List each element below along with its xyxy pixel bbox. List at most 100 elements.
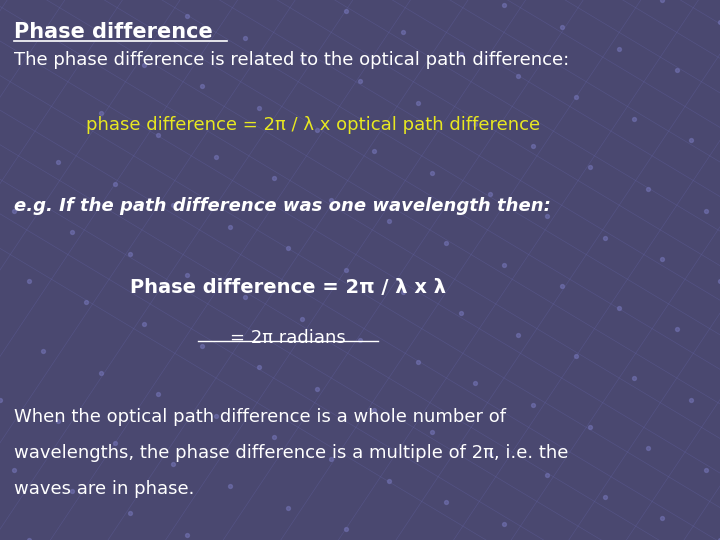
Point <box>700 465 711 474</box>
Point <box>599 233 611 242</box>
Point <box>253 104 265 112</box>
Point <box>297 314 308 323</box>
Point <box>642 444 654 453</box>
Point <box>671 325 683 334</box>
Text: waves are in phase.: waves are in phase. <box>14 480 195 497</box>
Point <box>340 6 351 15</box>
Point <box>325 195 337 204</box>
Point <box>282 244 294 253</box>
Point <box>210 411 222 420</box>
Point <box>613 44 625 53</box>
Point <box>81 298 92 307</box>
Point <box>311 125 323 134</box>
Point <box>714 536 720 540</box>
Point <box>52 417 63 426</box>
Point <box>426 428 438 436</box>
Point <box>66 228 78 237</box>
Text: phase difference = 2π / λ x optical path difference: phase difference = 2π / λ x optical path… <box>86 116 541 134</box>
Text: wavelengths, the phase difference is a multiple of 2π, i.e. the: wavelengths, the phase difference is a m… <box>14 444 569 462</box>
Point <box>282 503 294 512</box>
Point <box>225 482 236 490</box>
Point <box>66 487 78 496</box>
Point <box>0 395 6 404</box>
Point <box>9 206 20 215</box>
Point <box>181 271 193 280</box>
Point <box>441 239 452 247</box>
Point <box>124 249 135 258</box>
Point <box>369 147 380 156</box>
Point <box>628 374 639 382</box>
Point <box>9 465 20 474</box>
Point <box>196 341 207 350</box>
Point <box>124 509 135 517</box>
Point <box>498 519 510 528</box>
Point <box>585 422 596 431</box>
Point <box>239 293 251 301</box>
Point <box>441 498 452 507</box>
Point <box>613 303 625 312</box>
Point <box>268 174 279 183</box>
Point <box>153 131 164 139</box>
Point <box>570 352 582 361</box>
Point <box>455 50 467 58</box>
Point <box>570 93 582 102</box>
Point <box>383 217 395 226</box>
Point <box>95 368 107 377</box>
Text: When the optical path difference is a whole number of: When the optical path difference is a wh… <box>14 408 506 426</box>
Point <box>297 55 308 64</box>
Point <box>181 12 193 21</box>
Point <box>657 514 668 523</box>
Point <box>383 476 395 485</box>
Point <box>138 320 150 328</box>
Point <box>685 395 697 404</box>
Point <box>469 379 481 388</box>
Point <box>52 158 63 166</box>
Point <box>541 471 553 480</box>
Point <box>498 260 510 269</box>
Point <box>585 163 596 172</box>
Point <box>167 201 179 210</box>
Point <box>455 309 467 318</box>
Text: Phase difference: Phase difference <box>14 22 213 42</box>
Text: = 2π radians: = 2π radians <box>230 329 346 347</box>
Point <box>469 120 481 129</box>
Point <box>556 282 567 291</box>
Point <box>239 33 251 42</box>
Point <box>657 255 668 264</box>
Point <box>657 0 668 4</box>
Point <box>397 287 409 296</box>
Point <box>685 136 697 145</box>
Point <box>541 212 553 220</box>
Point <box>513 330 524 339</box>
Point <box>599 492 611 501</box>
Point <box>268 433 279 442</box>
Text: The phase difference is related to the optical path difference:: The phase difference is related to the o… <box>14 51 570 69</box>
Point <box>513 71 524 80</box>
Point <box>700 206 711 215</box>
Point <box>714 17 720 26</box>
Point <box>628 114 639 123</box>
Point <box>153 390 164 399</box>
Point <box>325 455 337 463</box>
Text: e.g. If the path difference was one wavelength then:: e.g. If the path difference was one wave… <box>14 197 552 215</box>
Point <box>225 222 236 231</box>
Point <box>311 384 323 393</box>
Point <box>23 276 35 285</box>
Point <box>484 190 495 199</box>
Point <box>527 401 539 409</box>
Point <box>556 23 567 31</box>
Point <box>369 406 380 415</box>
Point <box>23 536 35 540</box>
Point <box>340 266 351 274</box>
Point <box>397 28 409 37</box>
Point <box>196 82 207 91</box>
Point <box>109 179 121 188</box>
Point <box>210 152 222 161</box>
Point <box>484 449 495 458</box>
Point <box>714 276 720 285</box>
Point <box>109 438 121 447</box>
Point <box>37 347 49 355</box>
Point <box>138 60 150 69</box>
Point <box>498 1 510 10</box>
Point <box>167 460 179 469</box>
